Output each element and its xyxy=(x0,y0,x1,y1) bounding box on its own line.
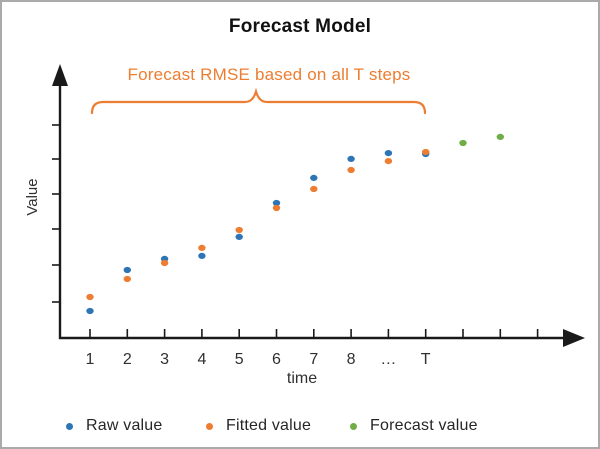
y-axis-arrow-icon xyxy=(52,64,68,86)
x-tick-label: 6 xyxy=(272,351,281,368)
data-point xyxy=(496,133,504,140)
legend-item-raw-value: Raw value xyxy=(66,413,163,439)
x-tick-label: 3 xyxy=(160,351,169,368)
x-tick-label: 8 xyxy=(347,351,356,368)
data-point xyxy=(347,166,355,174)
data-point xyxy=(310,174,318,181)
axes xyxy=(52,64,585,347)
chart-title: Forecast Model xyxy=(228,16,372,37)
x-tick-label: 4 xyxy=(197,351,206,368)
x-tick-labels: 1 2 3 4 5 6 7 8 … T xyxy=(86,351,431,368)
y-axis-title: Value xyxy=(24,178,41,216)
data-point xyxy=(198,244,206,251)
x-tick-label: 1 xyxy=(86,351,95,368)
data-point xyxy=(198,252,206,259)
x-ticks xyxy=(89,329,539,338)
x-tick-label: 5 xyxy=(235,351,244,368)
x-tick-label: 7 xyxy=(309,351,318,368)
data-point xyxy=(235,233,243,240)
data-point xyxy=(347,155,355,162)
legend-item-forecast-value: Forecast value xyxy=(350,413,478,439)
legend-label: Forecast value xyxy=(370,417,478,434)
y-ticks xyxy=(52,124,60,303)
data-point xyxy=(272,199,281,207)
data-point xyxy=(123,266,131,274)
forecast-value-dot-icon xyxy=(350,422,357,430)
data-point xyxy=(384,158,393,165)
x-tick-label: … xyxy=(380,351,396,368)
data-point xyxy=(235,226,243,234)
raw-value-dot-icon xyxy=(66,422,73,430)
data-point xyxy=(310,185,318,193)
data-point xyxy=(272,204,281,212)
data-point xyxy=(459,139,467,147)
data-points xyxy=(86,133,504,315)
data-point xyxy=(422,148,430,156)
legend-label: Fitted value xyxy=(226,417,312,434)
data-point xyxy=(86,293,94,301)
legend-label: Raw value xyxy=(86,417,163,434)
data-point xyxy=(86,307,94,315)
legend: Raw value Fitted value Forecast value xyxy=(2,413,598,443)
x-axis-title: time xyxy=(286,370,318,387)
legend-item-fitted-value: Fitted value xyxy=(206,413,311,439)
data-point xyxy=(160,259,169,267)
x-tick-label: T xyxy=(421,351,431,368)
x-tick-label: 2 xyxy=(123,351,132,368)
fitted-value-dot-icon xyxy=(206,422,213,430)
x-axis-arrow-icon xyxy=(563,329,585,347)
rmse-annotation: Forecast RMSE based on all T steps xyxy=(127,65,411,84)
data-point xyxy=(384,150,393,157)
rmse-brace xyxy=(90,87,427,115)
data-point xyxy=(123,275,131,283)
